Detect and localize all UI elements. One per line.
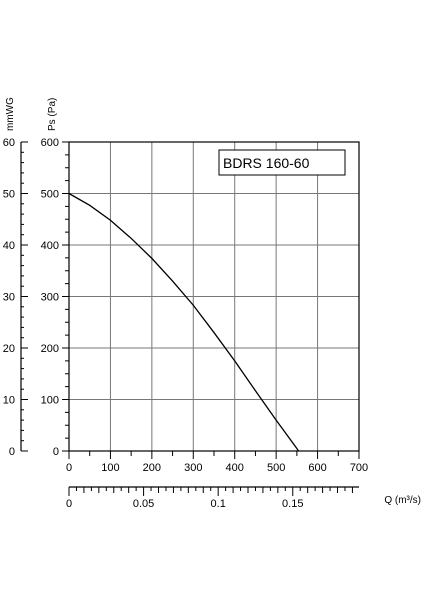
- y-tick-label: 400: [41, 240, 59, 252]
- y-tick-label: 100: [41, 395, 59, 407]
- y-tick-label: 200: [41, 343, 59, 355]
- secondary-x-axis-title: Q (m³/s): [384, 495, 421, 506]
- x-tick-label: 600: [308, 462, 326, 474]
- secondary-y-tick-label: 50: [3, 189, 15, 201]
- x-tick-label: 500: [267, 462, 285, 474]
- secondary-y-tick-label: 0: [9, 446, 15, 458]
- y-axis-title: Ps (Pa): [47, 98, 58, 131]
- secondary-y-tick-label: 30: [3, 292, 15, 304]
- secondary-x-tick-label: 0.05: [133, 498, 154, 510]
- series-line: [68, 192, 300, 452]
- secondary-y-axis: 0 10 20 30 40 50 60: [3, 137, 28, 458]
- y-axis-ticks: 0 100 200 300 400 500 600: [41, 137, 69, 458]
- secondary-y-tick-label: 40: [3, 240, 15, 252]
- secondary-x-axis: 0 0.05 0.1 0.15: [66, 486, 359, 510]
- x-tick-label: 200: [143, 462, 161, 474]
- x-tick-label: 400: [226, 462, 244, 474]
- secondary-x-tick-label: 0: [66, 498, 72, 510]
- x-tick-label: 0: [66, 462, 72, 474]
- secondary-y-axis-title: mmWG: [5, 97, 16, 131]
- secondary-x-tick-label: 0.15: [282, 498, 303, 510]
- chart-title-frame: [218, 149, 346, 176]
- secondary-y-tick-label: 60: [3, 137, 15, 149]
- chart-title-box: BDRS 160-60: [218, 149, 346, 176]
- secondary-y-tick-label: 10: [3, 395, 15, 407]
- x-tick-label: 300: [184, 462, 202, 474]
- chart-title: BDRS 160-60: [223, 155, 310, 171]
- x-tick-label: 700: [350, 462, 368, 474]
- y-tick-label: 300: [41, 292, 59, 304]
- y-tick-label: 600: [41, 137, 59, 149]
- grid: [69, 142, 359, 451]
- y-tick-label: 500: [41, 189, 59, 201]
- secondary-x-tick-label: 0.1: [211, 498, 226, 510]
- secondary-y-tick-label: 20: [3, 343, 15, 355]
- x-tick-label: 100: [101, 462, 119, 474]
- y-tick-label: 0: [53, 446, 59, 458]
- x-axis-ticks: 0 100 200 300 400 500 600 700: [66, 451, 368, 474]
